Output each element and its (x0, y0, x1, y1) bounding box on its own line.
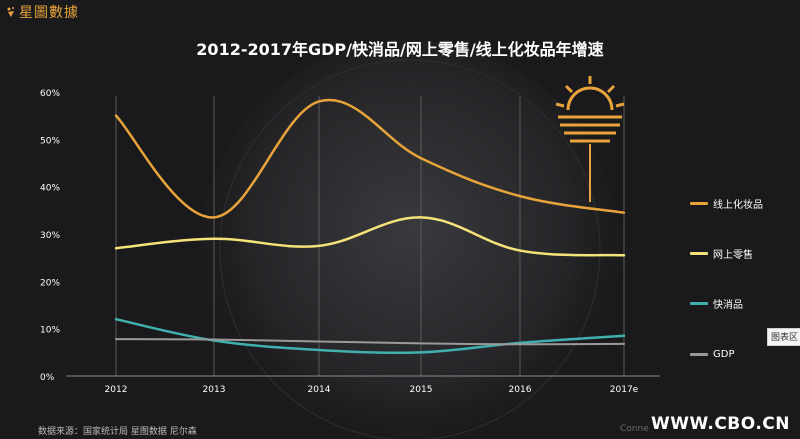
brand-logo-icon (7, 7, 14, 17)
series-line-online-retail (114, 216, 626, 257)
legend-swatch (690, 201, 708, 205)
series (114, 98, 626, 355)
legend-item: 网上零售 (690, 246, 753, 261)
x-tick-label: 2012 (105, 385, 128, 395)
legend-item: 线上化妆品 (690, 196, 763, 211)
legend-swatch (690, 301, 708, 305)
series-line-cosmetics (114, 98, 626, 219)
chart-area-tooltip: 图表区 (767, 328, 800, 346)
legend-label: 线上化妆品 (713, 199, 763, 211)
legend-item: 快消品 (690, 296, 743, 311)
x-tick-label: 2014 (308, 385, 331, 395)
x-tick-label: 2016 (509, 385, 532, 395)
y-tick-label: 0% (40, 373, 55, 383)
x-tick-label: 2015 (410, 385, 433, 395)
y-tick-label: 60% (40, 89, 60, 99)
y-tick-label: 40% (40, 184, 60, 194)
legend-label: 快消品 (713, 299, 743, 311)
y-tick-label: 50% (40, 136, 60, 146)
partial-caption: Conne (620, 424, 649, 434)
legend-swatch (690, 251, 708, 255)
y-tick-label: 30% (40, 231, 60, 241)
sun-icon (555, 76, 625, 202)
legend-label: GDP (713, 348, 735, 360)
series-line-gdp (115, 338, 625, 346)
grid (115, 96, 625, 376)
x-tick-label: 2013 (203, 385, 226, 395)
brand-logo: 星圖數據 (6, 2, 79, 22)
source-note: 数据来源：国家统计局 星图数据 尼尔森 (38, 427, 197, 437)
brand-logo-text: 星圖數據 (19, 5, 79, 21)
chart-title: 2012-2017年GDP/快消品/网上零售/线上化妆品年增速 (196, 40, 604, 59)
x-tick-label: 2017e (610, 385, 639, 395)
y-tick-label: 20% (40, 278, 60, 288)
legend-item: GDP (690, 347, 734, 361)
legend-label: 网上零售 (713, 249, 753, 261)
y-tick-label: 10% (40, 326, 60, 336)
watermark: WWW.CBO.CN (649, 414, 792, 434)
series-line-fmcg (114, 317, 626, 355)
axes: 0% 10% 20% 30% 40% 50% 60% 2012 2013 2014 2015 2016… (40, 89, 660, 395)
background-globe (200, 40, 620, 439)
legend-swatch (690, 352, 708, 356)
